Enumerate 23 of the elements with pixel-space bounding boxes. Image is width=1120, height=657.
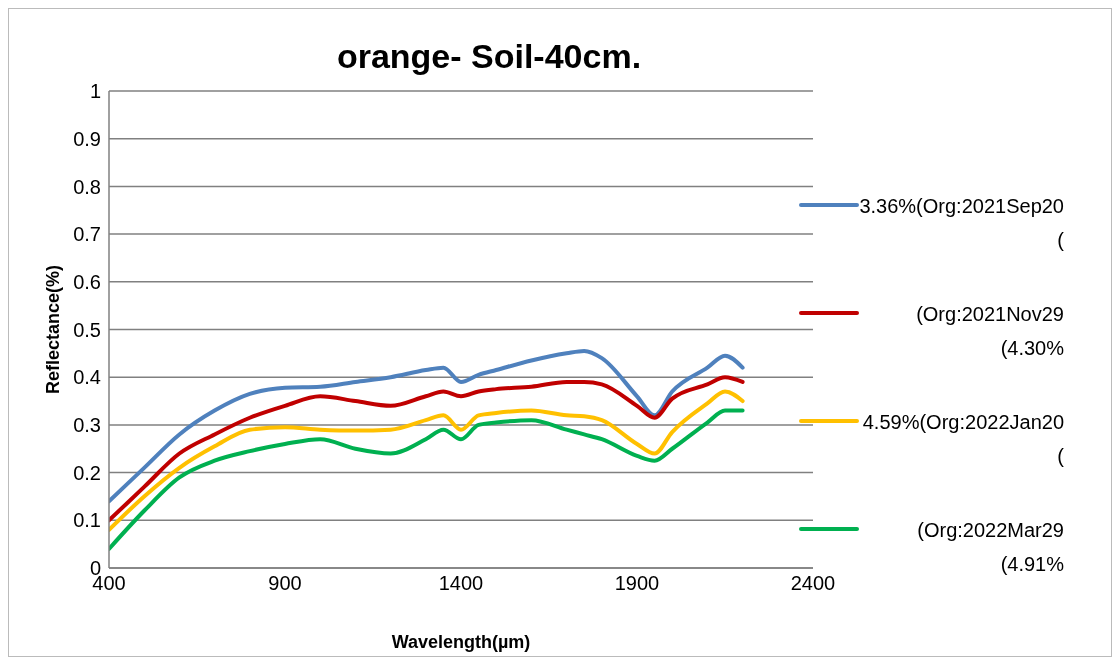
x-axis-title: Wavelength(µm) — [391, 632, 531, 652]
y-axis-title: Reflectance(%) — [43, 264, 64, 395]
y-tick-label: 0.9 — [73, 127, 101, 150]
x-tick-label: 1900 — [614, 572, 660, 595]
x-tick-label: 1400 — [438, 572, 484, 595]
y-tick-label: 0.4 — [73, 366, 101, 389]
y-tick-label: 0.8 — [73, 175, 101, 198]
y-tick-label: 0.3 — [73, 414, 101, 436]
chart-title: orange- Soil-40cm. — [335, 37, 643, 76]
y-tick-label: 0.5 — [73, 318, 101, 341]
x-tick-label: 900 — [268, 572, 302, 595]
y-tick-label: 0.7 — [73, 223, 101, 246]
legend-label: 4.59%(Org:2022Jan20 ( — [861, 410, 1064, 469]
y-tick-label: 0.2 — [73, 461, 101, 484]
line-series — [109, 348, 745, 504]
x-tick-label: 2400 — [790, 572, 836, 595]
line-series — [109, 408, 745, 551]
y-tick-label: 0.6 — [73, 270, 101, 293]
text: (Org:2021Nov29 (4.30% — [915, 302, 1064, 361]
y-tick-label: 0.1 — [73, 509, 101, 532]
y-tick-label: 1 — [89, 80, 101, 103]
legend-label: 3.36%(Org:2021Sep20 ( — [859, 194, 1064, 253]
text: (Org:2022Mar29 (4.91% — [916, 518, 1064, 577]
